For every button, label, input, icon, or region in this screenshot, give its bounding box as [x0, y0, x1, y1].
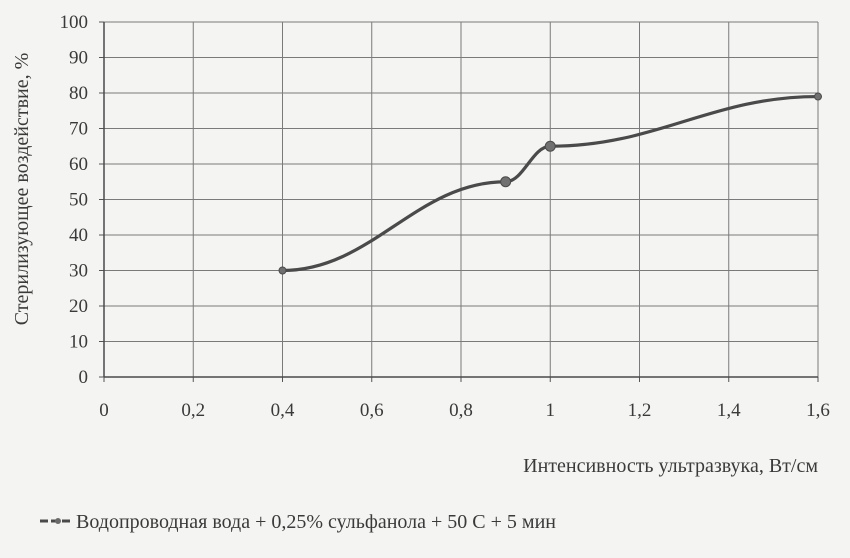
- legend-series-label: Водопроводная вода + 0,25% сульфанола + …: [76, 511, 556, 533]
- y-tick-label: 90: [69, 48, 88, 69]
- y-tick-label: 50: [69, 190, 88, 211]
- y-tick-label: 100: [60, 12, 89, 33]
- x-tick-label: 1,2: [628, 400, 652, 421]
- x-tick-label: 1,6: [806, 400, 830, 421]
- x-tick-label: 0: [99, 400, 109, 421]
- x-tick-label: 0,6: [360, 400, 384, 421]
- x-tick-label: 0,2: [181, 400, 205, 421]
- x-tick-label: 1: [546, 400, 556, 421]
- data-point: [500, 176, 512, 188]
- data-point: [814, 92, 822, 101]
- y-tick-label: 60: [69, 154, 88, 175]
- x-tick-label: 0,8: [449, 400, 473, 421]
- y-tick-label: 20: [69, 296, 88, 317]
- legend: Водопроводная вода + 0,25% сульфанола + …: [40, 511, 556, 533]
- data-point: [544, 140, 556, 152]
- data-point: [278, 266, 287, 275]
- y-tick-label: 40: [69, 225, 88, 246]
- y-tick-label: 0: [79, 367, 89, 388]
- y-tick-label: 30: [69, 261, 88, 282]
- grid: [104, 21, 819, 377]
- x-tick-label: 1,4: [717, 400, 741, 421]
- y-tick-labels: 0 10 20 30 40 50 60 70 80 90 100: [60, 12, 89, 388]
- series: [278, 92, 822, 275]
- y-tick-label: 80: [69, 83, 88, 104]
- y-tick-label: 10: [69, 332, 88, 353]
- x-axis-title: Интенсивность ультразвука, Вт/см: [523, 455, 818, 477]
- legend-marker-swatch: [55, 518, 61, 524]
- x-tick-label: 0,4: [271, 400, 295, 421]
- x-tick-labels: 0 0,2 0,4 0,6 0,8 1 1,2 1,4 1,6: [99, 400, 830, 421]
- y-axis-title: Стерилизующее воздействие, %: [11, 53, 33, 326]
- axes: [99, 21, 819, 382]
- series-line: [280, 94, 820, 273]
- y-tick-label: 70: [69, 119, 88, 140]
